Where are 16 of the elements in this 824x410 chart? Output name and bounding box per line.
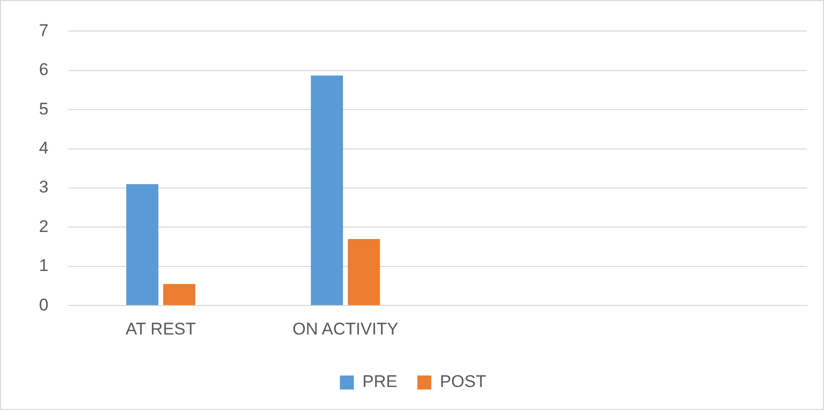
legend-label: PRE (362, 372, 398, 392)
y-tick-label: 5 (38, 99, 48, 118)
bar (348, 238, 380, 306)
y-tick-label: 1 (38, 256, 48, 276)
y-tick-label: 2 (38, 216, 48, 236)
y-tick-label: 6 (38, 60, 48, 80)
bar (310, 75, 344, 306)
y-tick-label: 7 (38, 20, 48, 40)
x-tick-label: AT REST (126, 319, 196, 338)
y-tick-label: 3 (38, 178, 48, 197)
bar (163, 284, 196, 306)
bar (126, 184, 158, 306)
y-tick-label: 4 (38, 138, 48, 158)
legend-label: POST (440, 372, 486, 392)
y-tick-label: 0 (38, 295, 48, 314)
x-tick-label: ON ACTIVITY (292, 319, 398, 338)
